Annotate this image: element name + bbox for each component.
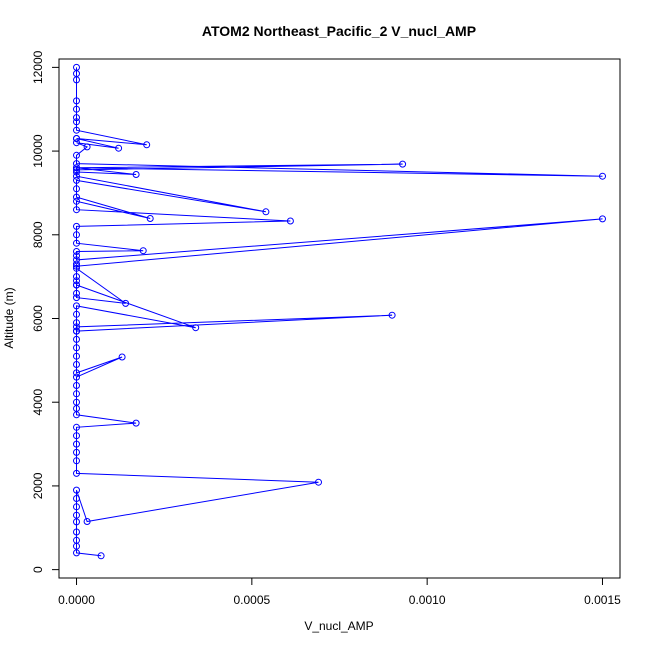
data-point (73, 176, 80, 184)
data-point (73, 457, 80, 465)
data-point (73, 440, 80, 448)
data-point (599, 172, 606, 180)
data-point (73, 151, 80, 159)
data-point (73, 302, 80, 310)
data-point (73, 398, 80, 406)
data-point (73, 273, 80, 281)
data-point (286, 217, 294, 225)
y-tick-label: 10000 (31, 134, 45, 168)
y-axis: 0 2000 4000 6000 8000 10000 12000 (31, 50, 60, 573)
data-point (73, 369, 80, 377)
data-point (73, 361, 80, 368)
data-point (73, 327, 80, 335)
data-point (73, 390, 80, 398)
data-point (262, 208, 270, 216)
data-point (73, 423, 80, 431)
data-point (73, 105, 80, 113)
data-point (73, 319, 80, 327)
data-point (73, 185, 80, 193)
data-point (115, 144, 123, 152)
data-point (73, 549, 80, 557)
data-point (73, 281, 80, 289)
data-point (315, 478, 322, 486)
data-point (73, 256, 80, 264)
x-tick-label: 0.0010 (409, 593, 446, 607)
series-lines (76, 67, 603, 557)
data-point (73, 373, 80, 381)
data-point (73, 139, 80, 147)
x-axis-label: V_nucl_AMP (304, 619, 373, 633)
data-point (192, 324, 200, 332)
data-point (73, 486, 80, 494)
data-point (73, 518, 80, 526)
data-point (73, 206, 80, 214)
data-point (73, 503, 80, 511)
y-tick-label: 12000 (31, 50, 45, 84)
data-point (73, 168, 80, 176)
y-tick-label: 2000 (31, 472, 45, 499)
data-point (73, 135, 80, 142)
data-point (599, 215, 606, 223)
data-point (73, 164, 80, 172)
data-point (73, 126, 80, 134)
data-point (73, 248, 80, 255)
data-point (139, 247, 147, 255)
y-tick-label: 8000 (31, 221, 45, 248)
data-point (73, 323, 80, 331)
data-point (73, 344, 80, 352)
data-point (97, 552, 105, 560)
y-tick-label: 4000 (31, 389, 45, 416)
data-point (73, 264, 80, 272)
data-point (73, 352, 80, 360)
data-point (73, 382, 80, 389)
data-point (73, 239, 80, 247)
x-axis: 0.0000 0.0005 0.0010 0.0015 (58, 577, 621, 607)
data-point (132, 419, 140, 427)
data-point (73, 260, 80, 268)
y-tick-label: 0 (31, 566, 45, 573)
data-point (73, 469, 80, 477)
data-point (73, 160, 80, 168)
data-point (73, 448, 80, 456)
data-point (83, 518, 91, 525)
series-points (73, 63, 606, 560)
series-line (76, 67, 603, 557)
data-point (73, 294, 80, 302)
chart-title: ATOM2 Northeast_Pacific_2 V_nucl_AMP (202, 23, 476, 39)
data-point (146, 215, 154, 222)
data-point (118, 353, 126, 361)
data-point (132, 171, 140, 178)
x-tick-label: 0.0005 (233, 593, 270, 607)
data-point (73, 97, 80, 105)
data-point (73, 63, 80, 71)
data-point (73, 118, 80, 126)
data-point (73, 114, 80, 122)
data-point (143, 141, 151, 149)
data-point (122, 299, 130, 307)
data-point (73, 528, 80, 536)
data-point (73, 335, 80, 343)
data-point (73, 197, 80, 205)
data-point (73, 289, 80, 297)
x-tick-label: 0.0015 (584, 593, 621, 607)
data-point (388, 311, 396, 319)
x-tick-label: 0.0000 (58, 593, 95, 607)
data-point (73, 432, 80, 440)
y-axis-label: Altitude (m) (2, 287, 16, 348)
data-point (73, 277, 80, 285)
data-point (73, 536, 80, 544)
data-point (399, 160, 407, 168)
data-point (73, 231, 80, 239)
data-point (73, 222, 80, 230)
data-point (73, 310, 80, 318)
data-point (73, 511, 80, 519)
data-point (73, 252, 80, 260)
data-point (73, 193, 80, 201)
data-point (83, 143, 91, 151)
y-tick-label: 6000 (31, 305, 45, 332)
data-point (73, 495, 80, 502)
